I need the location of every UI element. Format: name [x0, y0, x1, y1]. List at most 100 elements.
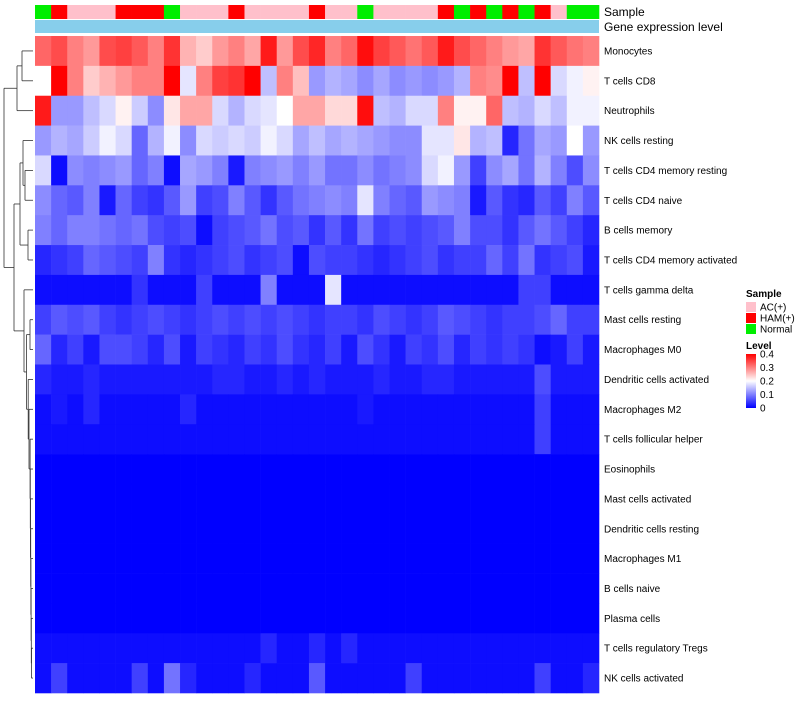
heatmap-cell: [550, 513, 568, 544]
heatmap-cell: [244, 543, 261, 574]
heatmap-cell: [389, 663, 406, 694]
heatmap-cell: [67, 215, 84, 246]
heatmap-cell: [163, 245, 181, 276]
heatmap-cell: [453, 573, 471, 604]
heatmap-cell: [83, 394, 100, 425]
heatmap-cell: [453, 424, 471, 455]
heatmap-cell: [582, 454, 600, 485]
heatmap-cell: [437, 185, 455, 216]
heatmap-cell: [99, 125, 116, 156]
heatmap-cell: [550, 274, 568, 306]
heatmap-cell: [453, 394, 471, 425]
heatmap-cell: [35, 155, 52, 186]
heatmap-cell: [212, 513, 229, 544]
heatmap-cell: [502, 36, 519, 67]
heatmap-cell: [163, 36, 181, 67]
heatmap-cell: [196, 334, 213, 365]
heatmap-cell: [35, 483, 52, 515]
row-dendrogram: [3, 50, 33, 679]
heatmap-cell: [389, 364, 406, 395]
heatmap-cell: [228, 95, 245, 126]
heatmap-cell: [115, 603, 132, 634]
row-label: T cells CD8: [604, 76, 656, 87]
heatmap-cell: [357, 543, 374, 574]
heatmap-cell: [550, 95, 568, 126]
heatmap-cell: [357, 603, 374, 634]
heatmap-cell: [180, 274, 197, 306]
sample-annotation-cell: [421, 5, 439, 19]
heatmap-cell: [389, 125, 406, 156]
heatmap-cell: [421, 364, 439, 395]
heatmap-cell: [163, 513, 181, 544]
sample-legend-label: AC(+): [760, 303, 786, 314]
heatmap-cell: [470, 513, 487, 544]
heatmap-cell: [51, 364, 68, 395]
sample-legend-swatch: [746, 324, 756, 334]
heatmap-cell: [405, 543, 423, 574]
row-label: B cells naive: [604, 584, 661, 595]
heatmap-cell: [502, 274, 519, 306]
heatmap-cell: [325, 185, 342, 216]
sample-annotation-cell: [260, 5, 278, 19]
row-label: NK cells activated: [604, 674, 683, 685]
heatmap-cell: [292, 155, 310, 186]
heatmap-cell: [534, 513, 551, 544]
heatmap-cell: [325, 543, 342, 574]
heatmap-cell: [582, 155, 600, 186]
heatmap-cell: [212, 185, 229, 216]
heatmap-cell: [228, 215, 245, 246]
heatmap-cell: [566, 543, 584, 574]
row-label: T cells CD4 memory resting: [604, 166, 727, 177]
heatmap-cell: [115, 155, 132, 186]
heatmap-cell: [437, 215, 455, 246]
heatmap-cell: [67, 394, 84, 425]
row-label: Dendritic cells activated: [604, 375, 709, 386]
heatmap-cell: [67, 364, 84, 395]
sample-annotation-cell: [228, 5, 245, 19]
heatmap-cell: [325, 364, 342, 395]
heatmap-cell: [99, 364, 116, 395]
heatmap-cell: [83, 215, 100, 246]
heatmap-cell: [196, 304, 213, 335]
heatmap-cell: [163, 663, 181, 694]
row-label: Macrophages M2: [604, 405, 682, 416]
heatmap-cell: [292, 513, 310, 544]
heatmap-cell: [486, 215, 503, 246]
heatmap-cell: [470, 274, 487, 306]
heatmap-cell: [357, 573, 374, 604]
heatmap-cell: [67, 663, 84, 694]
heatmap-cell: [550, 65, 568, 97]
heatmap-cell: [131, 125, 149, 156]
heatmap-cell: [131, 573, 149, 604]
heatmap-cell: [115, 483, 132, 515]
heatmap-cell: [405, 513, 423, 544]
heatmap-cell: [421, 245, 439, 276]
heatmap-cell: [357, 125, 374, 156]
heatmap-cell: [437, 334, 455, 365]
heatmap-cell: [212, 245, 229, 276]
heatmap-cell: [502, 633, 519, 664]
heatmap-cell: [260, 543, 278, 574]
heatmap-cell: [244, 364, 261, 395]
heatmap-cell: [389, 274, 406, 306]
heatmap-cell: [470, 245, 487, 276]
heatmap-cell: [35, 513, 52, 544]
heatmap-cell: [437, 543, 455, 574]
heatmap-cell: [308, 394, 326, 425]
sample-annotation-cell: [147, 5, 165, 19]
heatmap-cell: [115, 185, 132, 216]
heatmap-cell: [486, 573, 503, 604]
heatmap-cell: [486, 95, 503, 126]
heatmap-cell: [196, 215, 213, 246]
heatmap-cell: [244, 215, 261, 246]
heatmap-cell: [131, 633, 149, 664]
heatmap-cell: [325, 36, 342, 67]
heatmap-cell: [502, 95, 519, 126]
heatmap-cell: [437, 245, 455, 276]
heatmap-cell: [163, 543, 181, 574]
heatmap-cell: [83, 334, 100, 365]
heatmap-cell: [180, 334, 197, 365]
heatmap-cell: [405, 36, 423, 67]
heatmap-cell: [163, 95, 181, 126]
heatmap-cell: [180, 633, 197, 664]
